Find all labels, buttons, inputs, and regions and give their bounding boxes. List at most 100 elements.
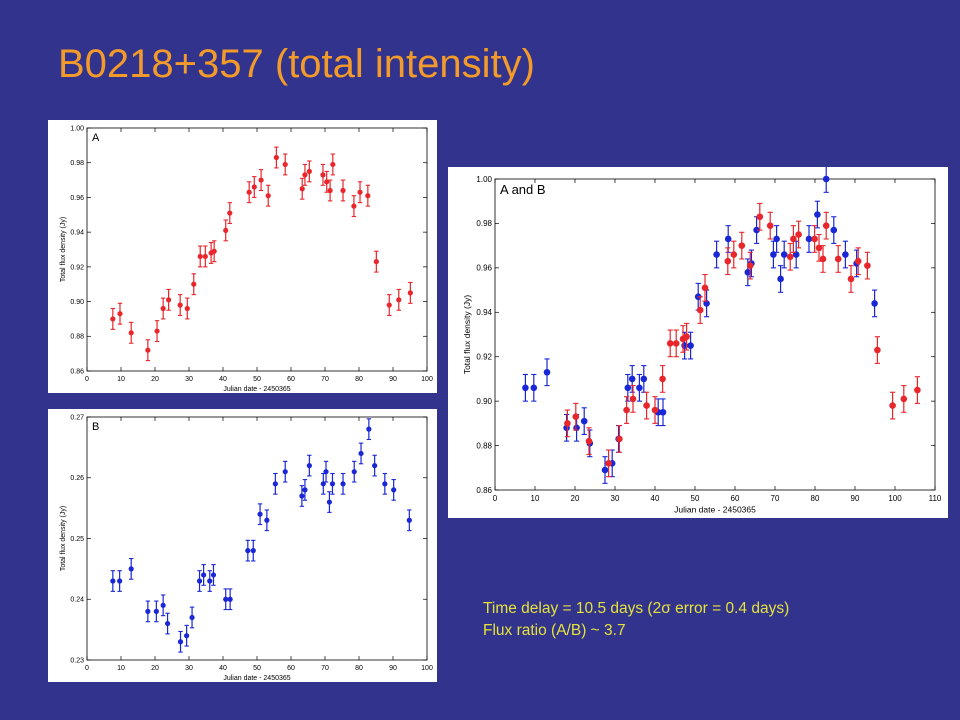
data-marker <box>202 253 208 260</box>
chart-panel-a-and-b: 0 10 20 30 40 50 60 70 80 90 100 110 0.86 0.88 0.90 0.9… <box>448 167 948 518</box>
y-axis-label: Total flux density (Jy) <box>462 295 472 375</box>
y-tick-label: 1.00 <box>70 125 84 132</box>
y-tick-label: 0.94 <box>476 308 492 317</box>
data-point <box>282 460 288 483</box>
data-point <box>530 373 538 402</box>
data-point <box>302 479 308 501</box>
data-marker <box>227 596 233 602</box>
data-point <box>753 216 760 244</box>
x-tick-label: 50 <box>253 665 261 672</box>
time-delay-prefix: Time delay = 10.5 days (2 <box>483 600 662 617</box>
data-marker <box>777 275 784 283</box>
chart-a-svg: 0 10 20 30 40 50 60 70 80 90 100 0.86 0.88 0.90 0.92 0.… <box>60 125 433 393</box>
x-axis-label: Julian date - 2450365 <box>674 505 756 515</box>
data-point <box>145 339 151 362</box>
x-tick-label: 60 <box>287 665 295 672</box>
panel-label: A <box>92 132 100 144</box>
data-marker <box>154 328 160 334</box>
data-point <box>184 624 190 647</box>
data-marker <box>629 395 637 403</box>
data-marker <box>651 406 659 414</box>
data-point <box>250 539 256 562</box>
chart-panel-b: 0 10 20 30 40 50 60 70 80 90 100 0.23 0.24 0.25 0.26 0.… <box>48 409 437 682</box>
data-point <box>196 570 203 592</box>
data-marker <box>580 417 588 425</box>
data-point <box>299 177 305 200</box>
data-marker <box>530 384 538 392</box>
data-marker <box>191 281 197 287</box>
data-marker <box>683 333 690 341</box>
data-marker <box>746 262 754 269</box>
y-tick-label: 0.90 <box>70 299 84 306</box>
data-point <box>329 472 336 495</box>
data-point <box>659 365 666 393</box>
data-point <box>257 503 263 526</box>
data-marker <box>811 235 818 243</box>
data-point <box>306 454 312 477</box>
data-point <box>372 454 378 477</box>
data-point <box>386 294 392 317</box>
data-marker <box>164 620 171 627</box>
data-marker <box>573 424 580 432</box>
data-marker <box>329 481 336 487</box>
data-point <box>117 302 123 325</box>
data-marker <box>273 154 279 161</box>
y-tick-label: 0.27 <box>70 414 84 421</box>
x-tick-label: 90 <box>389 665 397 672</box>
series-B <box>110 418 412 653</box>
data-point <box>306 160 312 183</box>
data-point <box>407 281 413 304</box>
data-point <box>128 557 134 580</box>
y-tick-label: 0.23 <box>70 657 84 664</box>
data-point <box>629 385 637 413</box>
data-point <box>703 289 710 318</box>
data-marker <box>128 566 134 572</box>
x-axis-label: Julian date - 2450365 <box>223 675 290 682</box>
data-point <box>246 181 252 204</box>
data-marker <box>189 614 195 621</box>
data-point <box>396 288 402 311</box>
x-tick-label: 100 <box>421 665 433 672</box>
data-point <box>847 265 855 293</box>
data-point <box>223 219 229 242</box>
x-tick-label: 20 <box>151 376 159 383</box>
data-marker <box>330 161 336 168</box>
data-marker <box>257 511 263 517</box>
data-marker <box>357 189 363 195</box>
data-marker <box>696 306 704 314</box>
data-point <box>805 225 813 253</box>
x-tick-label: 90 <box>851 494 860 503</box>
data-marker <box>703 300 710 307</box>
data-point <box>258 169 264 192</box>
sigma-symbol: σ <box>661 600 671 617</box>
y-tick-label: 0.88 <box>70 334 84 341</box>
data-marker <box>110 578 116 584</box>
y-tick-label: 0.24 <box>70 597 84 604</box>
x-tick-label: 100 <box>421 376 433 383</box>
data-marker <box>250 548 256 554</box>
data-point <box>330 153 336 176</box>
data-marker <box>160 305 166 312</box>
data-point <box>302 163 308 186</box>
x-axis-label: Julian date - 2450365 <box>223 386 290 393</box>
panel-label: B <box>92 421 99 433</box>
data-marker <box>572 413 580 420</box>
data-marker <box>391 487 397 493</box>
y-tick-label: 0.96 <box>476 264 492 273</box>
data-marker <box>211 248 217 254</box>
data-marker <box>616 435 623 443</box>
data-point <box>822 211 830 240</box>
data-marker <box>299 493 305 499</box>
data-point <box>272 472 278 495</box>
y-tick-label: 0.86 <box>476 486 492 495</box>
data-marker <box>805 235 813 243</box>
data-point <box>191 273 197 296</box>
data-marker <box>365 193 371 199</box>
data-marker <box>302 172 308 178</box>
data-marker <box>117 311 123 317</box>
data-marker <box>251 184 257 190</box>
data-point <box>651 396 659 424</box>
data-marker <box>326 499 333 505</box>
data-point <box>357 181 363 204</box>
data-point <box>227 202 233 225</box>
